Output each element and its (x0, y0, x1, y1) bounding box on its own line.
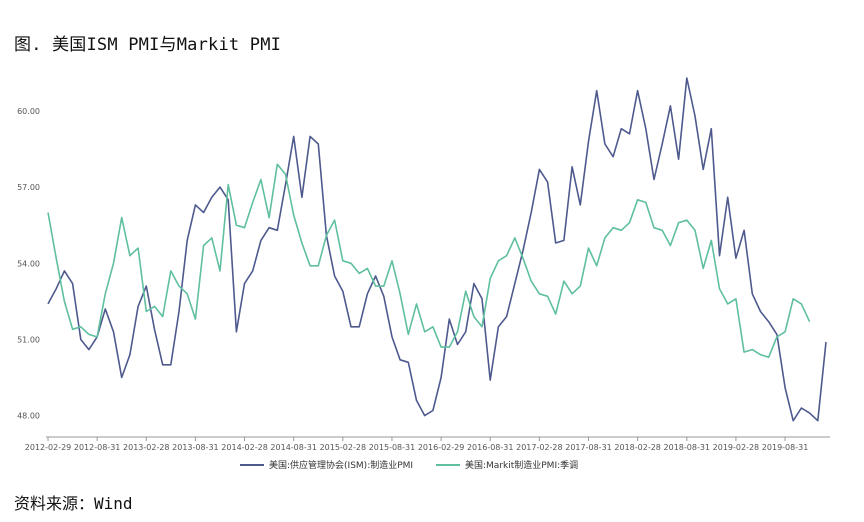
x-axis-ticks: 2012-02-29 2012-08-31 2013-02-28 2013-08-31… (25, 437, 809, 452)
y-tick-label: 60.00 (17, 107, 40, 116)
x-tick-label: 2019-02-28 (713, 443, 760, 452)
x-tick-label: 2016-08-31 (467, 443, 514, 452)
x-tick-label: 2013-02-28 (123, 443, 170, 452)
x-tick-label: 2012-08-31 (74, 443, 121, 452)
x-tick-label: 2018-08-31 (664, 443, 711, 452)
y-tick-label: 51.00 (17, 335, 40, 344)
source-note: 资料来源：Wind (14, 494, 133, 513)
legend-label-ism: 美国:供应管理协会(ISM):制造业PMI (269, 459, 413, 471)
series-line-markit (47, 163, 811, 359)
legend-label-markit: 美国:Markit制造业PMI:季调 (465, 459, 578, 471)
x-tick-label: 2019-08-31 (762, 443, 809, 452)
y-tick-label: 48.00 (17, 412, 40, 421)
x-tick-label: 2014-08-31 (270, 443, 317, 452)
x-tick-label: 2013-08-31 (172, 443, 219, 452)
chart-title: 图. 美国ISM PMI与Markit PMI (14, 35, 282, 55)
x-tick-label: 2015-08-31 (369, 443, 416, 452)
x-tick-label: 2017-02-28 (516, 443, 563, 452)
x-tick-label: 2016-02-29 (418, 443, 465, 452)
y-axis-ticks: 48.00 51.00 54.00 57.00 60.00 (17, 107, 40, 421)
x-tick-label: 2014-02-28 (221, 443, 268, 452)
y-tick-label: 54.00 (17, 259, 40, 268)
series-layer (47, 77, 827, 422)
y-tick-label: 57.00 (17, 183, 40, 192)
series-line-ism (47, 77, 827, 422)
x-tick-label: 2018-02-28 (614, 443, 661, 452)
x-tick-label: 2017-08-31 (565, 443, 612, 452)
legend: 美国:供应管理协会(ISM):制造业PMI 美国:Markit制造业PMI:季调 (240, 459, 578, 471)
x-tick-label: 2012-02-29 (25, 443, 72, 452)
x-tick-label: 2015-02-28 (320, 443, 367, 452)
